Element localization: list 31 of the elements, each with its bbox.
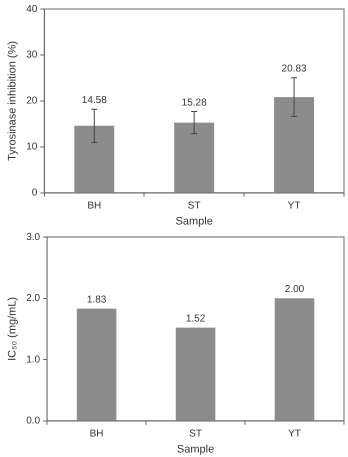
data-label: 14.58 (82, 95, 108, 106)
y-tick-label: 0.0 (26, 416, 41, 427)
bar (74, 126, 114, 192)
y-tick-label: 0 (32, 188, 38, 199)
data-label: 1.83 (86, 294, 107, 306)
x-tick-label: YT (288, 428, 301, 440)
x-tick-label: BH (90, 428, 104, 440)
x-tick-label: BH (87, 200, 102, 212)
y-tick-label: 30 (26, 50, 38, 61)
y-axis-title: IC₅₀ (mg/mL) (6, 296, 19, 361)
x-axis-title: Sample (176, 443, 214, 456)
bar (274, 97, 314, 192)
y-tick-label: 2.0 (26, 293, 41, 304)
x-tick-label: YT (288, 200, 300, 212)
y-tick-label: 3.0 (26, 232, 41, 243)
x-tick-label: ST (189, 428, 202, 440)
y-tick-label: 10 (26, 142, 38, 153)
bar (176, 328, 216, 420)
y-tick-label: 1.0 (26, 354, 41, 366)
y-axis-title: Tyrosinase inhibition (%) (6, 40, 19, 161)
bar (174, 122, 214, 192)
bar (274, 298, 314, 420)
x-tick-label: ST (188, 200, 201, 212)
data-label: 15.28 (182, 97, 208, 108)
x-axis-title: Sample (176, 215, 213, 228)
data-label: 2.00 (284, 284, 305, 296)
bar (76, 308, 116, 420)
data-label: 1.52 (186, 313, 206, 324)
y-tick-label: 40 (26, 4, 38, 15)
data-label: 20.83 (282, 64, 307, 75)
y-tick-label: 20 (26, 96, 38, 107)
